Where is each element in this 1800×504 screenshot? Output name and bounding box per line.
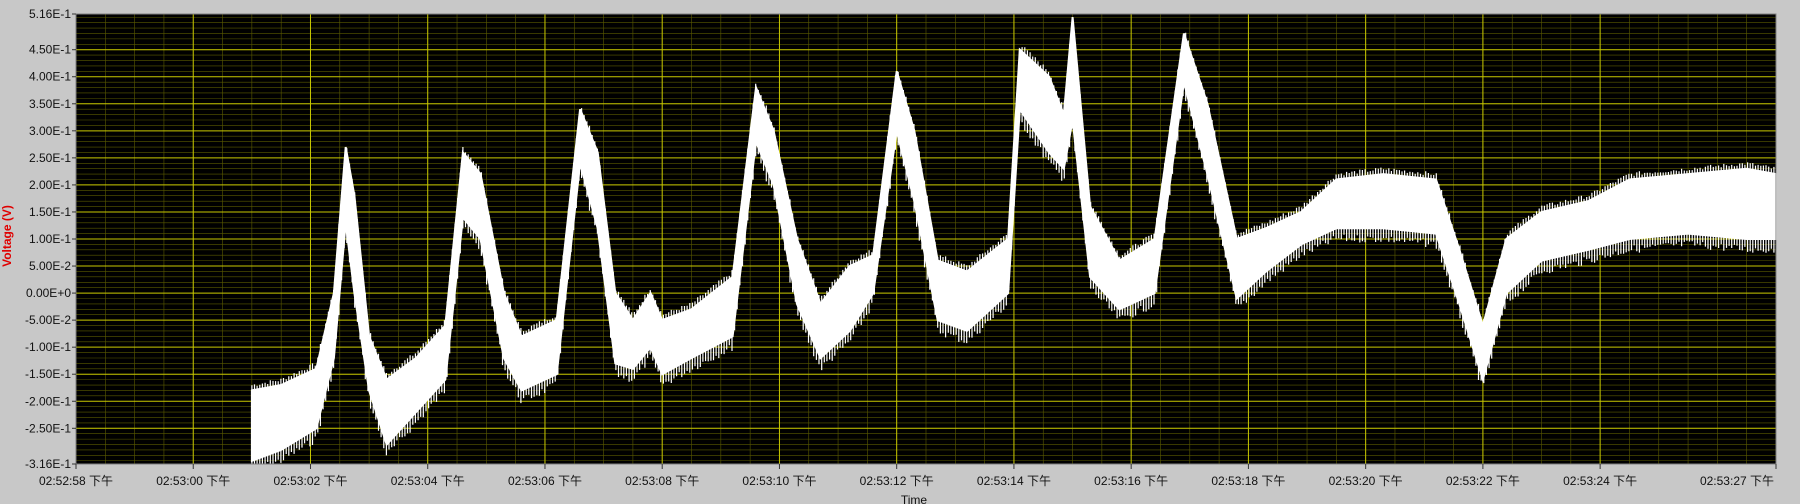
x-tick-label: 02:53:18 下午 [1211, 474, 1285, 488]
y-tick-label: -1.00E-1 [25, 340, 71, 354]
y-axis-label: Voltage (V) [0, 205, 14, 267]
y-tick-label: 3.00E-1 [29, 124, 71, 138]
y-tick-label: -5.00E-2 [25, 313, 71, 327]
y-tick-label: 2.00E-1 [29, 178, 71, 192]
x-tick-label: 02:53:20 下午 [1329, 474, 1403, 488]
y-tick-label: 5.16E-1 [29, 7, 71, 21]
x-axis-label: Time [901, 493, 928, 504]
y-tick-label: 5.00E-2 [29, 259, 71, 273]
y-tick-label: 1.50E-1 [29, 205, 71, 219]
y-tick-label: -2.00E-1 [25, 394, 71, 408]
y-tick-label: 3.50E-1 [29, 97, 71, 111]
x-tick-label: 02:53:10 下午 [742, 474, 816, 488]
x-tick-label: 02:52:58 下午 [39, 474, 113, 488]
x-tick-label: 02:53:02 下午 [273, 474, 347, 488]
y-axis-ticks: 5.16E-1 4.50E-1 4.00E-1 3.50E-1 3.00E-1 2.50E… [25, 7, 76, 471]
y-tick-label: 4.50E-1 [29, 43, 71, 57]
x-tick-label: 02:53:00 下午 [156, 474, 230, 488]
y-tick-label: -2.50E-1 [25, 421, 71, 435]
x-tick-label: 02:53:27 下午 [1700, 474, 1774, 488]
y-tick-label: 4.00E-1 [29, 70, 71, 84]
signal-noise [251, 17, 1775, 464]
x-tick-label: 02:53:22 下午 [1446, 474, 1520, 488]
y-tick-label: 1.00E-1 [29, 232, 71, 246]
x-tick-label: 02:53:08 下午 [625, 474, 699, 488]
y-tick-label: -1.50E-1 [25, 367, 71, 381]
y-tick-label: 0.00E+0 [26, 286, 71, 300]
x-tick-label: 02:53:04 下午 [391, 474, 465, 488]
x-tick-label: 02:53:14 下午 [977, 474, 1051, 488]
y-tick-label: -3.16E-1 [25, 457, 71, 471]
x-axis-ticks: 02:52:58 下午 02:53:00 下午 02:53:02 下午 02:53:0… [39, 464, 1777, 488]
y-tick-label: 2.50E-1 [29, 151, 71, 165]
x-tick-label: 02:53:16 下午 [1094, 474, 1168, 488]
x-tick-label: 02:53:24 下午 [1563, 474, 1637, 488]
x-tick-label: 02:53:12 下午 [860, 474, 934, 488]
x-tick-label: 02:53:06 下午 [508, 474, 582, 488]
